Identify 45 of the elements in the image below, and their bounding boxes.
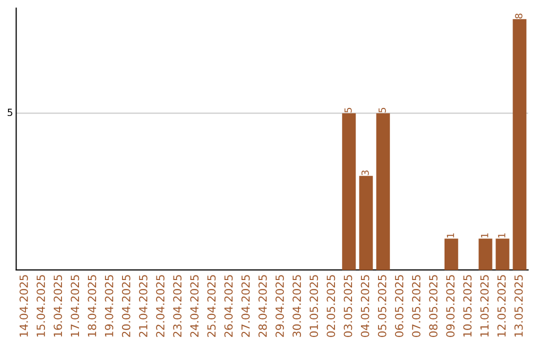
x-tick-label: 27.04.2025 xyxy=(241,275,250,337)
data-label: 1 xyxy=(446,233,454,238)
x-tick-label: 15.04.2025 xyxy=(36,275,46,337)
x-tick-label: 29.04.2025 xyxy=(276,275,284,337)
bar xyxy=(359,176,373,270)
bar xyxy=(478,238,492,270)
x-tick-label: 04.05.2025 xyxy=(360,275,370,338)
bar xyxy=(496,238,510,270)
x-tick-label: 17.04.2025 xyxy=(70,275,80,337)
x-tick-label: 26.04.2025 xyxy=(224,275,233,337)
bar xyxy=(444,238,458,270)
x-tick-label: 12.05.2025 xyxy=(497,275,506,337)
bar xyxy=(512,19,526,270)
x-tick-label: 06.05.2025 xyxy=(394,275,404,338)
x-tick-label: 01.05.2025 xyxy=(310,275,318,338)
x-tick-label: 07.05.2025 xyxy=(412,275,420,338)
x-tick-label: 23.04.2025 xyxy=(173,275,182,337)
x-tick-label: 13.05.2025 xyxy=(514,275,523,337)
x-tick-label: 24.04.2025 xyxy=(190,275,199,337)
x-tick-label: 16.04.2025 xyxy=(54,275,62,337)
ref-line-label: 5 xyxy=(8,108,12,116)
x-tick-label: 21.04.2025 xyxy=(139,275,148,337)
x-tick-label: 19.04.2025 xyxy=(104,275,114,337)
x-tick-label: 20.04.2025 xyxy=(122,275,130,337)
data-label: 1 xyxy=(498,233,506,238)
x-tick-label: 25.04.2025 xyxy=(207,275,216,337)
data-label: 8 xyxy=(515,14,522,18)
x-tick-label: 09.05.2025 xyxy=(446,275,455,338)
x-tick-label: 14.04.2025 xyxy=(20,275,28,337)
data-label: 5 xyxy=(344,108,352,112)
x-tick-label: 22.04.2025 xyxy=(156,275,164,337)
data-label: 3 xyxy=(361,170,369,176)
data-label: 5 xyxy=(378,108,386,112)
x-tick-label: 08.05.2025 xyxy=(429,275,438,338)
x-tick-label: 05.05.2025 xyxy=(378,275,386,338)
bar xyxy=(376,113,390,270)
x-tick-label: 10.05.2025 xyxy=(463,275,472,337)
x-tick-label: 18.04.2025 xyxy=(88,275,96,337)
x-tick-label: 11.05.2025 xyxy=(480,275,489,337)
data-label: 1 xyxy=(481,233,488,238)
x-tick-label: 30.04.2025 xyxy=(292,275,301,337)
x-tick-label: 03.05.2025 xyxy=(344,275,352,338)
x-tick-label: 02.05.2025 xyxy=(326,275,336,338)
bar xyxy=(342,113,356,270)
x-tick-label: 28.04.2025 xyxy=(258,275,267,337)
